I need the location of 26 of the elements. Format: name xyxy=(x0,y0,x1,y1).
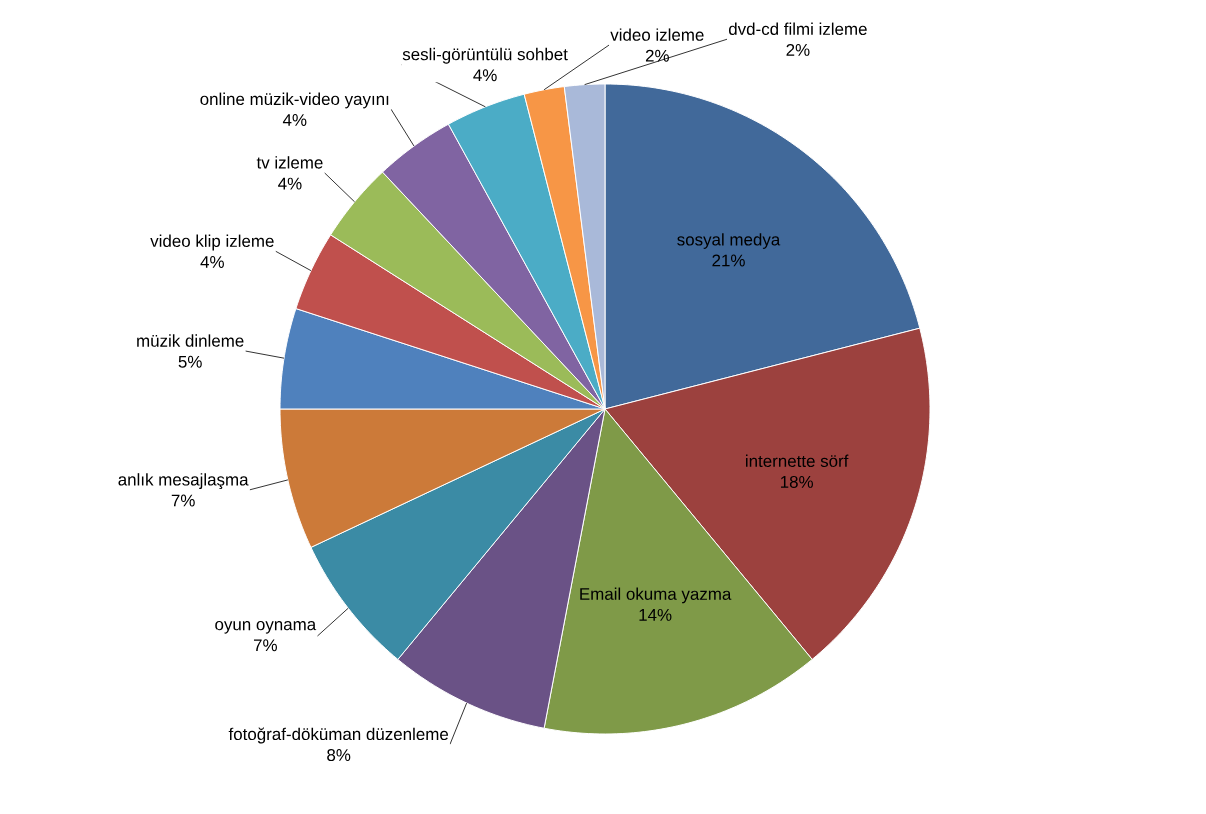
slice-label: Email okuma yazma xyxy=(580,587,732,604)
data-label: 14% xyxy=(639,608,672,621)
data-label: 8% xyxy=(327,749,351,762)
data-label: 5% xyxy=(178,355,202,368)
slice-label: anlık mesajlaşma xyxy=(118,473,249,490)
slice-label: internette sörf xyxy=(746,454,849,468)
data-label: 4% xyxy=(278,177,302,190)
slice-label: oyun oynama xyxy=(215,621,317,634)
data-label: 2% xyxy=(786,43,810,56)
data-label: 4% xyxy=(282,114,307,126)
data-label: 7% xyxy=(253,639,277,652)
slice-label: dvd-cd filmi izleme xyxy=(728,22,867,36)
slice-label: online müzik-video yayını xyxy=(200,92,389,109)
slice-label: video klip izleme xyxy=(150,234,274,251)
slice-label: müzik dinleme xyxy=(137,334,244,347)
slice-label: tv izleme xyxy=(256,156,323,169)
data-label: 18% xyxy=(780,475,813,488)
data-label: 4% xyxy=(473,69,497,82)
slice-label: sosyal medya xyxy=(677,233,781,249)
slice-label: fotoğraf-döküman düzenleme xyxy=(228,727,449,744)
data-label: 4% xyxy=(200,256,224,268)
slice-label: sesli-görüntülü sohbet xyxy=(402,47,568,64)
slice-label: video izleme xyxy=(610,28,704,41)
data-label: 7% xyxy=(171,494,195,507)
data-label: 21% xyxy=(712,254,745,267)
data-label: 2% xyxy=(645,49,669,62)
